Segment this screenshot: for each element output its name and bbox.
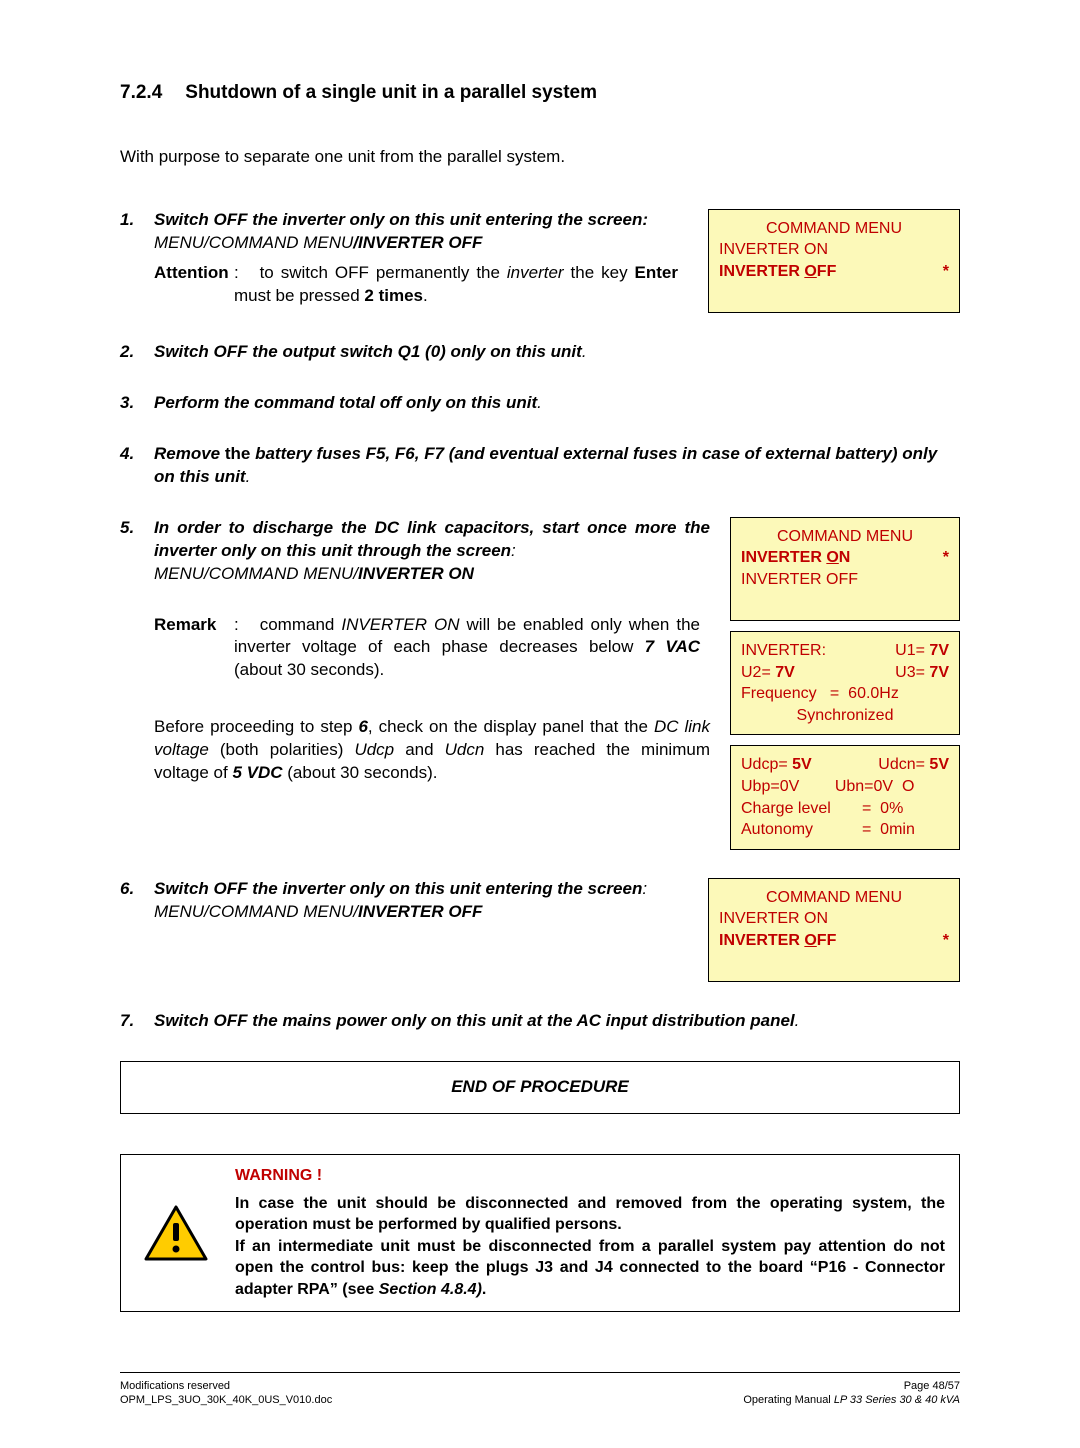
step-4: 4. Remove the battery fuses F5, F6, F7 (…	[120, 443, 960, 489]
display-panel-5b: INVERTER:U1= 7V U2= 7VU3= 7V Frequency =…	[730, 631, 960, 735]
display-panel-5a: COMMAND MENU INVERTER ON* INVERTER OFF	[730, 517, 960, 621]
intro-paragraph: With purpose to separate one unit from t…	[120, 146, 960, 169]
display-panel-6: COMMAND MENU INVERTER ON INVERTER OFF*	[708, 878, 960, 982]
warning-p1: In case the unit should be disconnected …	[235, 1193, 945, 1236]
warning-icon	[144, 1205, 208, 1261]
step-2: 2. Switch OFF the output switch Q1 (0) o…	[120, 341, 960, 364]
section-number: 7.2.4	[120, 80, 180, 106]
section-heading: 7.2.4 Shutdown of a single unit in a par…	[120, 80, 960, 106]
warning-title: WARNING !	[235, 1165, 945, 1187]
end-of-procedure: END OF PROCEDURE	[120, 1061, 960, 1114]
step-6: 6. Switch OFF the inverter only on this …	[120, 878, 960, 982]
step-5: 5. In order to discharge the DC link cap…	[120, 517, 960, 850]
display-panel-5c: Udcp= 5VUdcn= 5V Ubp=0V Ubn=0V O Charge …	[730, 745, 960, 849]
warning-box: WARNING ! In case the unit should be dis…	[120, 1154, 960, 1312]
step-1: 1. Switch OFF the inverter only on this …	[120, 209, 960, 313]
section-title: Shutdown of a single unit in a parallel …	[185, 82, 597, 103]
step-3: 3. Perform the command total off only on…	[120, 392, 960, 415]
display-panel-1: COMMAND MENU INVERTER ON INVERTER OFF*	[708, 209, 960, 313]
page-footer: Modifications reserved OPM_LPS_3UO_30K_4…	[120, 1372, 960, 1409]
warning-p2: If an intermediate unit must be disconne…	[235, 1236, 945, 1301]
step-7: 7. Switch OFF the mains power only on th…	[120, 1010, 960, 1033]
